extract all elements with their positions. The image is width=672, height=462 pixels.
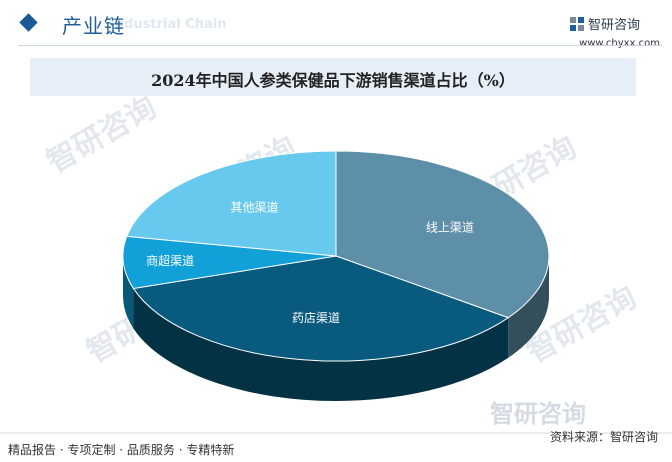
header: Industrial Chain 产业链 智研咨询 www.chyxx.com: [0, 0, 672, 50]
slice-label-0: 线上渠道: [426, 220, 474, 234]
slice-label-1: 药店渠道: [292, 311, 340, 325]
chart-title: 2024年中国人参类保健品下游销售渠道占比（%）: [151, 71, 515, 90]
slice-label-2: 商超渠道: [146, 253, 194, 268]
source-note: 资料来源：智研咨询: [549, 430, 658, 444]
pie-side-0-0: [508, 256, 549, 358]
footer-divider: [0, 432, 672, 434]
footer-watermark: 智研咨询: [490, 400, 586, 428]
pie-side-1-0: [133, 288, 509, 401]
section-title: 产业链: [62, 14, 125, 38]
pie-slice-1: [132, 255, 510, 362]
section-title-en: Industrial Chain: [110, 17, 227, 32]
brand: 智研咨询 www.chyxx.com: [570, 14, 660, 50]
brand-url: www.chyxx.com: [579, 38, 660, 49]
header-divider: [18, 45, 662, 46]
brand-name: 智研咨询: [588, 18, 641, 33]
pie-slice-2: [122, 235, 337, 289]
brand-logo-icon: [570, 17, 584, 31]
pie-slice-3: [126, 150, 337, 257]
chart-title-bar: 2024年中国人参类保健品下游销售渠道占比（%）: [30, 58, 636, 96]
footer-tagline: 精品报告 · 专项定制 · 品质服务 · 专精特新: [8, 443, 235, 457]
pie-slice-0: [335, 150, 550, 319]
slice-label-3: 其他渠道: [231, 200, 279, 214]
